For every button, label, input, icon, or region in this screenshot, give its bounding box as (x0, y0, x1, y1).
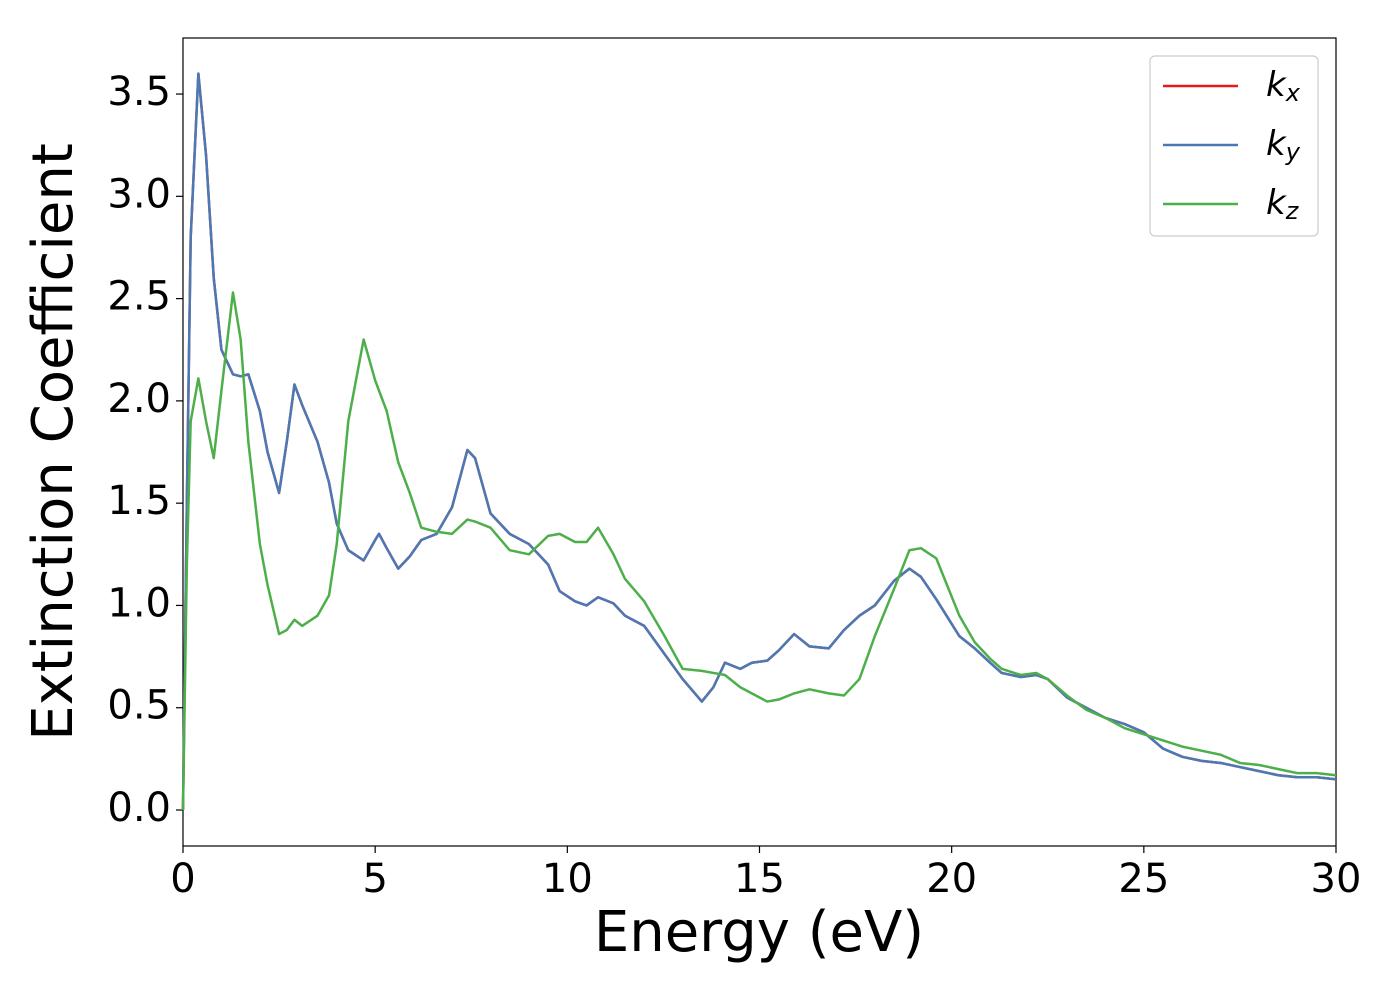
y-tick-label: 1.0 (107, 580, 171, 626)
y-tick-label: 2.0 (107, 376, 171, 422)
legend-label: kz (1266, 183, 1300, 226)
legend-label: kx (1266, 65, 1301, 108)
x-tick-label: 5 (362, 856, 387, 902)
legend-label: ky (1266, 124, 1301, 167)
x-tick-label: 0 (170, 856, 195, 902)
y-tick-label: 1.5 (107, 478, 171, 524)
y-axis-label: Extinction Coefficient (21, 143, 86, 741)
data-line (181, 291, 1337, 811)
x-tick-label: 25 (1118, 856, 1169, 902)
y-tick-label: 3.5 (107, 69, 171, 115)
x-tick-label: 10 (542, 856, 593, 902)
y-tick-label: 0.5 (107, 683, 171, 729)
y-tick-label: 0.0 (107, 785, 171, 831)
x-axis-label: Energy (eV) (594, 900, 924, 965)
y-tick-label: 3.0 (107, 171, 171, 217)
x-tick-label: 30 (1311, 856, 1362, 902)
x-tick-label: 15 (734, 856, 785, 902)
x-tick-label: 20 (926, 856, 977, 902)
y-tick-label: 2.5 (107, 274, 171, 320)
